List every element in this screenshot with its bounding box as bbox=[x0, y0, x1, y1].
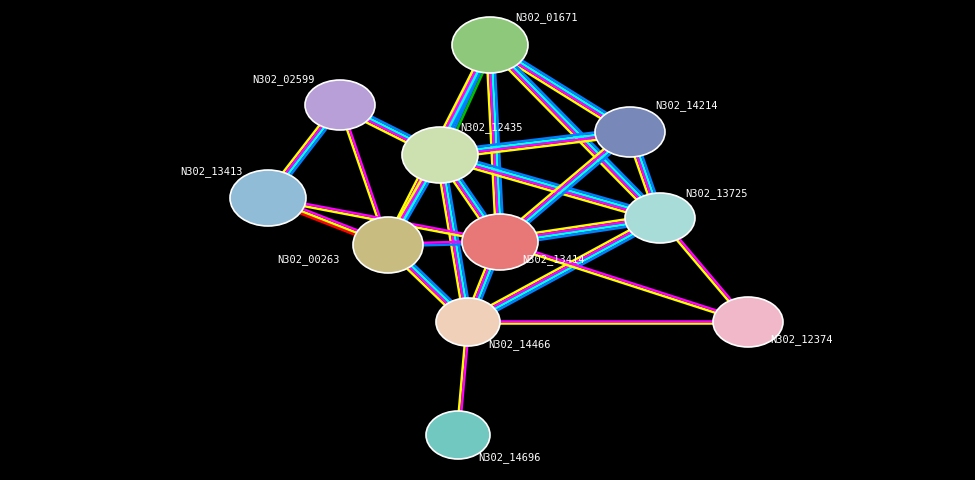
Text: N302_14214: N302_14214 bbox=[655, 100, 718, 111]
Ellipse shape bbox=[426, 411, 490, 459]
Ellipse shape bbox=[625, 193, 695, 243]
Ellipse shape bbox=[452, 17, 528, 73]
Text: N302_13413: N302_13413 bbox=[180, 167, 243, 178]
Ellipse shape bbox=[230, 170, 306, 226]
Text: N302_14466: N302_14466 bbox=[488, 339, 551, 350]
Text: N302_12374: N302_12374 bbox=[770, 335, 833, 346]
Text: N302_13414: N302_13414 bbox=[522, 254, 584, 265]
Ellipse shape bbox=[595, 107, 665, 157]
Text: N302_13725: N302_13725 bbox=[685, 189, 748, 200]
Text: N302_01671: N302_01671 bbox=[515, 12, 577, 24]
Ellipse shape bbox=[305, 80, 375, 130]
Ellipse shape bbox=[402, 127, 478, 183]
Ellipse shape bbox=[462, 214, 538, 270]
Text: N302_02599: N302_02599 bbox=[253, 74, 315, 85]
Ellipse shape bbox=[713, 297, 783, 347]
Text: N302_00263: N302_00263 bbox=[278, 254, 340, 265]
Text: N302_12435: N302_12435 bbox=[460, 122, 523, 133]
Ellipse shape bbox=[436, 298, 500, 346]
Ellipse shape bbox=[353, 217, 423, 273]
Text: N302_14696: N302_14696 bbox=[478, 453, 540, 464]
